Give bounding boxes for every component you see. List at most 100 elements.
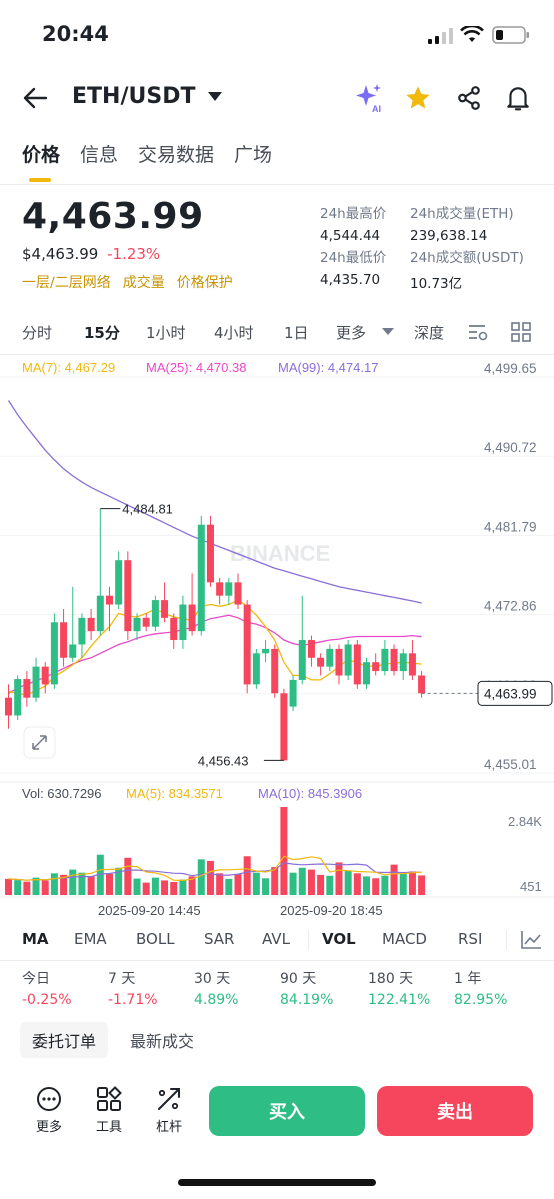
candle-down bbox=[418, 675, 426, 694]
volume-bar bbox=[381, 875, 389, 895]
tools-button[interactable]: 工具 bbox=[87, 1086, 131, 1135]
ma99-line bbox=[7, 400, 422, 604]
tag-layer-network[interactable]: 一层/二层网络 bbox=[22, 275, 111, 291]
indicator-separator bbox=[506, 930, 507, 950]
leverage-icon bbox=[158, 1088, 180, 1110]
x-label-2: 2025-09-20 18:45 bbox=[280, 903, 383, 918]
trading-pair-title[interactable]: ETH/USDT bbox=[72, 84, 196, 109]
stat-value: 10.73亿 bbox=[410, 276, 463, 292]
svg-text:AI: AI bbox=[372, 104, 381, 114]
more-label: 更多 bbox=[35, 1120, 62, 1135]
vol-ma5-legend: MA(5): 834.3571 bbox=[126, 786, 223, 801]
more-dots-icon bbox=[37, 1087, 61, 1111]
volume-bar bbox=[390, 864, 398, 895]
candle-up bbox=[252, 653, 260, 685]
volume-bar bbox=[105, 873, 113, 895]
interval-more[interactable]: 更多 bbox=[336, 324, 367, 342]
reset-zoom-button[interactable] bbox=[23, 726, 56, 759]
volume-bar bbox=[142, 882, 150, 895]
tab-latest-trades[interactable]: 最新成交 bbox=[130, 1032, 195, 1051]
tab-open-orders[interactable]: 委托订单 bbox=[20, 1022, 109, 1058]
sell-button[interactable]: 卖出 bbox=[377, 1086, 533, 1136]
more-button[interactable]: 更多 bbox=[27, 1086, 71, 1135]
stat-label: 24h最低价 bbox=[320, 250, 387, 266]
volume-bar bbox=[372, 878, 380, 895]
perf-1y: 1 年 82.95% bbox=[454, 968, 507, 1008]
candle-down bbox=[234, 582, 242, 605]
indicator-sar[interactable]: SAR bbox=[204, 930, 235, 948]
favorite-star-icon[interactable] bbox=[404, 84, 432, 112]
volume-bar bbox=[344, 870, 352, 895]
indicator-vol[interactable]: VOL bbox=[322, 930, 356, 948]
candle-up bbox=[32, 666, 40, 698]
volume-bar bbox=[179, 879, 187, 895]
expand-icon bbox=[32, 735, 47, 750]
indicator-ma[interactable]: MA bbox=[22, 930, 49, 948]
candle-down bbox=[353, 644, 361, 685]
candle-up bbox=[399, 653, 407, 672]
interval-1d[interactable]: 1日 bbox=[284, 324, 309, 342]
back-arrow-icon[interactable] bbox=[22, 86, 48, 110]
candle-up bbox=[96, 595, 104, 632]
chart-settings-icon[interactable] bbox=[467, 322, 489, 342]
vol-ma5-line bbox=[8, 855, 422, 882]
price-axis-label: 4,490.72 bbox=[484, 440, 537, 455]
share-icon[interactable] bbox=[456, 85, 482, 111]
interval-4h[interactable]: 4小时 bbox=[214, 324, 254, 342]
last-price: 4,463.99 bbox=[22, 196, 204, 237]
chart-grid bbox=[0, 376, 554, 774]
volume-bar bbox=[115, 867, 123, 895]
current-price-box bbox=[477, 680, 553, 706]
volume-bar bbox=[234, 873, 242, 895]
indicator-avl[interactable]: AVL bbox=[262, 930, 290, 948]
interval-time-sharing[interactable]: 分时 bbox=[22, 324, 53, 342]
wifi-icon bbox=[460, 26, 484, 42]
ai-sparkle-icon[interactable]: AI bbox=[354, 82, 386, 114]
candle-down bbox=[188, 604, 196, 632]
caret-down-icon[interactable] bbox=[208, 92, 222, 102]
indicator-boll[interactable]: BOLL bbox=[136, 930, 175, 948]
volume-bar bbox=[335, 862, 343, 895]
stat-24h-low: 24h最低价 4,435.70 bbox=[320, 246, 386, 288]
candle-down bbox=[271, 648, 279, 694]
tab-info[interactable]: 信息 bbox=[80, 144, 119, 166]
tag-volume[interactable]: 成交量 bbox=[122, 275, 165, 291]
ma25-legend: MA(25): 4,470.38 bbox=[146, 360, 246, 375]
leverage-button[interactable]: 杠杆 bbox=[147, 1086, 191, 1135]
buy-button[interactable]: 买入 bbox=[209, 1086, 365, 1136]
tab-trading-data[interactable]: 交易数据 bbox=[138, 144, 215, 166]
home-indicator bbox=[178, 1179, 376, 1186]
volume-bar bbox=[50, 873, 58, 895]
tag-price-protection[interactable]: 价格保护 bbox=[176, 275, 233, 291]
perf-180d: 180 天 122.41% bbox=[368, 968, 430, 1008]
kline-chart[interactable]: BINANCE 4,499.65 4,490.72 4,481.79 4,472.86… bbox=[0, 355, 554, 927]
stat-value: 4,544.44 bbox=[320, 228, 381, 244]
candle-up bbox=[326, 648, 334, 667]
volume-bar bbox=[96, 854, 104, 895]
interval-depth[interactable]: 深度 bbox=[414, 324, 445, 342]
interval-15m[interactable]: 15分 bbox=[84, 324, 120, 342]
watermark: BINANCE bbox=[230, 541, 330, 566]
indicator-chart-icon[interactable] bbox=[520, 930, 542, 950]
volume-bar bbox=[363, 876, 371, 895]
more-caret-icon[interactable] bbox=[382, 328, 394, 336]
volume-bar bbox=[206, 860, 214, 895]
candle-down bbox=[170, 617, 178, 641]
indicator-macd[interactable]: MACD bbox=[382, 930, 427, 948]
indicator-ema[interactable]: EMA bbox=[74, 930, 107, 948]
status-time: 20:44 bbox=[42, 22, 109, 46]
tag-list: 一层/二层网络 成交量 价格保护 bbox=[22, 272, 233, 292]
perf-label: 30 天 bbox=[194, 971, 231, 987]
volume-bar bbox=[14, 880, 22, 895]
volume-bar bbox=[32, 877, 40, 895]
indicator-rsi[interactable]: RSI bbox=[458, 930, 483, 948]
layout-grid-icon[interactable] bbox=[511, 322, 531, 342]
volume-bar bbox=[326, 875, 334, 895]
bell-icon[interactable] bbox=[505, 84, 531, 112]
volume-bar bbox=[23, 881, 31, 895]
interval-1h[interactable]: 1小时 bbox=[146, 324, 186, 342]
candle-down bbox=[243, 604, 251, 685]
tab-price[interactable]: 价格 bbox=[22, 144, 61, 166]
vol-ma10-legend: MA(10): 845.3906 bbox=[258, 786, 362, 801]
tab-square[interactable]: 广场 bbox=[234, 144, 273, 166]
